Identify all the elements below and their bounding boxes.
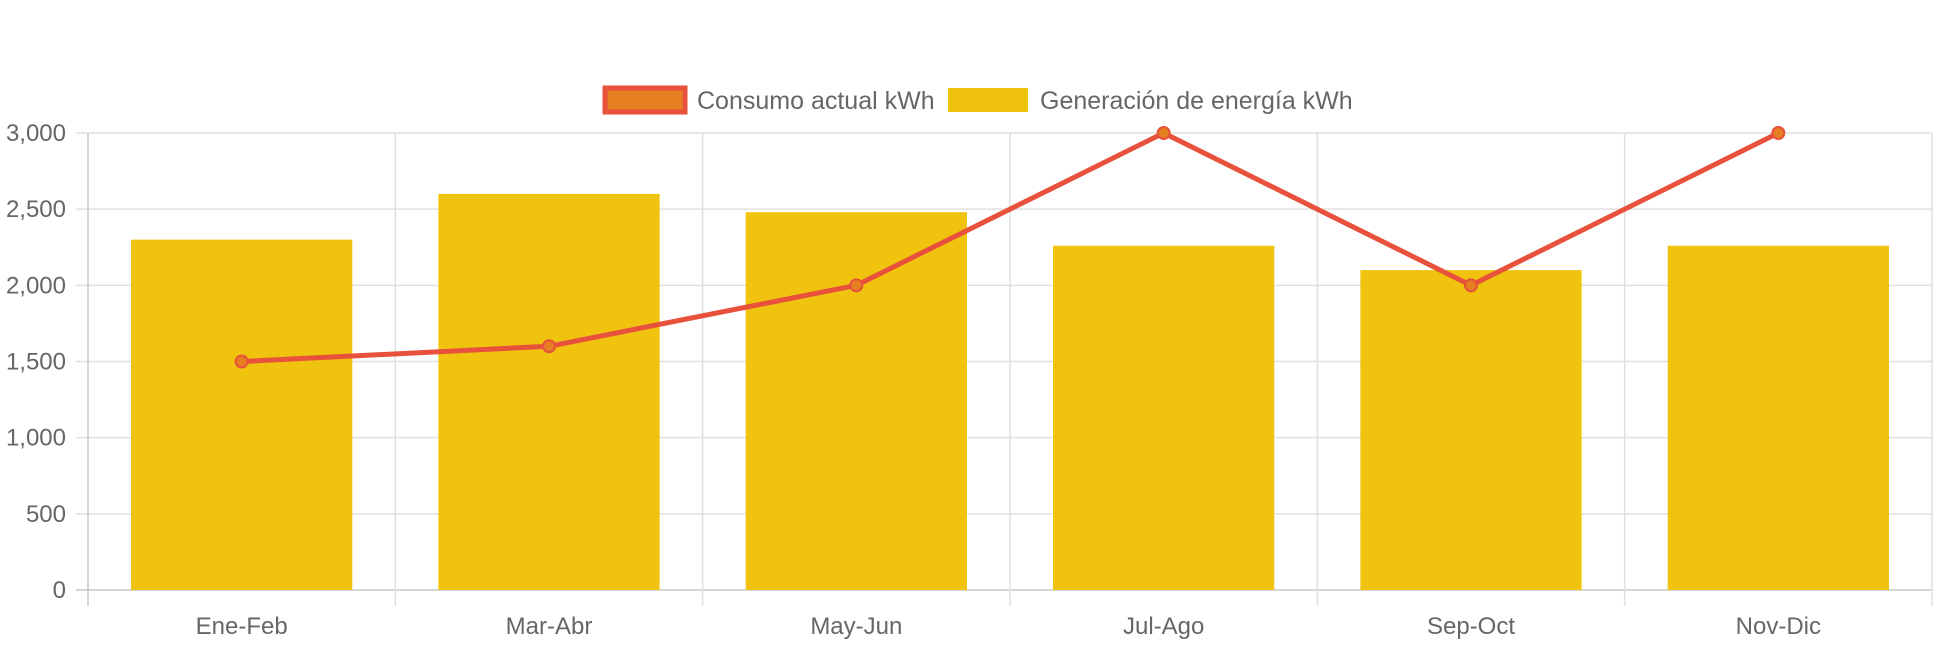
point-consumo[interactable]	[849, 278, 864, 293]
bar-generacion[interactable]	[438, 193, 660, 590]
point-consumo[interactable]	[234, 354, 249, 369]
legend-label-generacion: Generación de energía kWh	[1040, 87, 1353, 115]
x-tick-label: Jul-Ago	[1123, 613, 1204, 640]
y-tick-label: 3,000	[6, 120, 66, 147]
x-axis: Ene-Feb Mar-Abr May-Jun Jul-Ago Sep-Oct Nov-D…	[196, 613, 1821, 640]
chart-legend: Consumo actual kWh Generación de energía…	[602, 85, 1353, 115]
point-consumo[interactable]	[1464, 278, 1478, 293]
point-consumo[interactable]	[1156, 126, 1171, 140]
bar-generacion[interactable]	[131, 239, 353, 590]
legend-swatch-consumo[interactable]	[602, 85, 688, 115]
x-tick-label: Ene-Feb	[196, 613, 288, 640]
point-consumo[interactable]	[1771, 126, 1786, 140]
line-series-consumo	[234, 126, 1786, 369]
y-axis: 0 500 1,000 1,500 2,000 2,500 3,000	[6, 120, 66, 604]
legend-swatch-generacion[interactable]	[948, 88, 1028, 112]
point-consumo[interactable]	[542, 339, 556, 354]
y-tick-label: 2,500	[6, 196, 66, 223]
y-tick-label: 1,000	[6, 425, 66, 452]
bar-generacion[interactable]	[745, 212, 967, 591]
chart-grid	[76, 132, 1933, 606]
x-tick-label: Nov-Dic	[1736, 613, 1821, 640]
y-tick-label: 1,500	[6, 349, 66, 376]
bar-generacion[interactable]	[1667, 245, 1889, 590]
line-consumo	[241, 130, 1780, 364]
x-tick-label: Mar-Abr	[506, 613, 593, 640]
x-tick-label: Sep-Oct	[1427, 613, 1515, 640]
bar-series-generacion	[131, 193, 1889, 591]
y-tick-label: 500	[26, 501, 66, 528]
bar-generacion[interactable]	[1053, 245, 1275, 590]
x-tick-label: May-Jun	[810, 613, 902, 640]
bar-generacion[interactable]	[1360, 270, 1582, 590]
legend-label-consumo: Consumo actual kWh	[697, 87, 935, 115]
y-tick-label: 2,000	[6, 272, 66, 299]
y-tick-label: 0	[53, 577, 66, 604]
